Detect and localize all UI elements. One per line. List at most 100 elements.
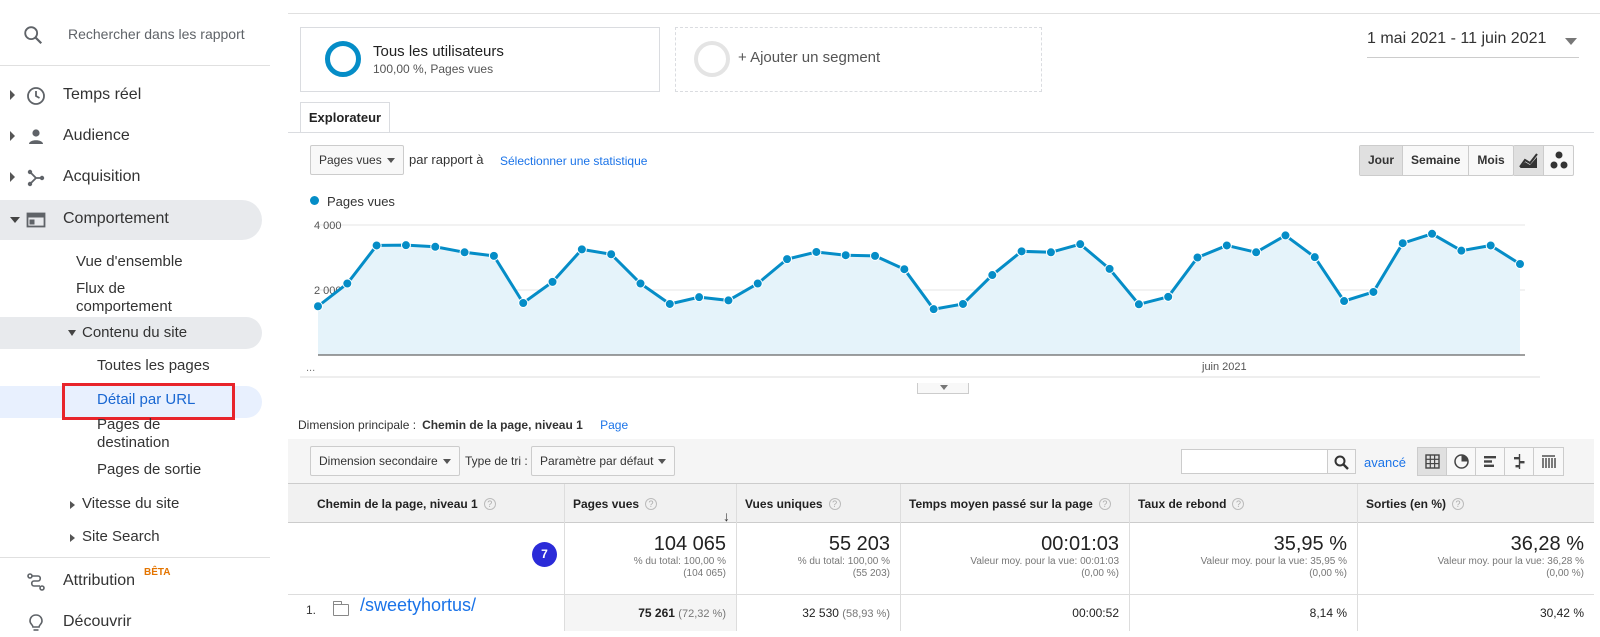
row-path-link[interactable]: /sweetyhortus/ xyxy=(360,595,477,615)
data-point xyxy=(694,292,705,303)
col-header-bounce[interactable]: Taux de rebond? xyxy=(1130,484,1358,524)
advanced-link[interactable]: avancé xyxy=(1364,455,1406,470)
data-point xyxy=(957,298,968,309)
sidebar-item-behavior[interactable]: Comportement xyxy=(0,200,262,240)
row-path-cell xyxy=(288,595,565,631)
data-point xyxy=(1456,245,1467,256)
dimension-page-link[interactable]: Page xyxy=(600,418,629,432)
sidebar-item-label: Comportement xyxy=(63,210,169,227)
sidebar-item-audience[interactable]: Audience xyxy=(0,117,262,157)
pie-view-button[interactable] xyxy=(1447,448,1476,475)
data-point xyxy=(928,304,939,315)
sidebar-subitem-all-pages[interactable]: Toutes les pages xyxy=(97,357,210,374)
sidebar-subitem-url-detail[interactable]: Détail par URL xyxy=(97,391,196,408)
sidebar-item-acquisition[interactable]: Acquisition xyxy=(0,158,262,198)
sidebar-subitem-site-speed[interactable]: Vitesse du site xyxy=(82,495,180,512)
metric-select-value: Pages vues xyxy=(319,153,382,167)
line-chart-button[interactable] xyxy=(1514,146,1544,175)
date-range-picker[interactable]: 1 mai 2021 - 11 juin 2021 xyxy=(1367,30,1579,58)
tab-explorer[interactable]: Explorateur xyxy=(300,102,390,133)
month-button[interactable]: Mois xyxy=(1477,153,1505,167)
data-point xyxy=(752,278,763,289)
sort-type-select[interactable]: Paramètre par défaut xyxy=(531,446,675,476)
data-point xyxy=(342,278,353,289)
help-icon[interactable]: ? xyxy=(828,498,841,510)
col-header-unique[interactable]: Vues uniques? xyxy=(737,484,901,524)
sidebar-subitem-overview[interactable]: Vue d'ensemble xyxy=(76,253,183,270)
select-stat-link[interactable]: Sélectionner une statistique xyxy=(500,154,648,168)
help-icon[interactable]: ? xyxy=(1452,498,1465,510)
table-search-button[interactable] xyxy=(1328,449,1356,474)
sidebar-item-label: Audience xyxy=(63,127,130,144)
sidebar-search[interactable]: Rechercher dans les rapport xyxy=(0,0,270,66)
behavior-icon xyxy=(26,212,46,228)
secondary-dimension-select[interactable]: Dimension secondaire xyxy=(310,446,460,476)
expand-arrow-icon xyxy=(10,131,15,141)
performance-view-button[interactable] xyxy=(1476,448,1505,475)
sidebar-subitem-landing-line2[interactable]: destination xyxy=(97,434,170,451)
sidebar-item-realtime[interactable]: Temps réel xyxy=(0,76,262,116)
segment-title: Tous les utilisateurs xyxy=(373,43,504,60)
data-point xyxy=(664,298,675,309)
sidebar-subitem-site-content[interactable]: Contenu du site xyxy=(82,324,188,341)
help-icon[interactable]: ? xyxy=(1232,498,1245,510)
totals-row: 104 065% du total: 100,00 % (104 065) 55 … xyxy=(288,523,1594,595)
data-point xyxy=(1016,246,1027,257)
motion-chart-button[interactable] xyxy=(1544,146,1574,175)
beta-badge: BÊTA xyxy=(144,567,171,578)
data-point xyxy=(635,278,646,289)
primary-dimension-value[interactable]: Chemin de la page, niveau 1 xyxy=(422,418,583,432)
table-header: Chemin de la page, niveau 1? Pages vues?… xyxy=(288,483,1594,524)
day-button[interactable]: Jour xyxy=(1360,146,1404,175)
sidebar-subitem-flow-line1[interactable]: Flux de xyxy=(76,280,126,297)
sidebar-item-attribution[interactable]: Attribution xyxy=(0,562,262,602)
col-header-exit[interactable]: Sorties (en %)? xyxy=(1358,484,1594,524)
x-tick-label: juin 2021 xyxy=(1201,361,1247,373)
data-point xyxy=(840,250,851,261)
red-annotation-box xyxy=(62,383,235,420)
add-segment-button[interactable]: + Ajouter un segment xyxy=(675,27,1042,92)
bar-list-icon xyxy=(1484,456,1496,467)
sidebar-item-label: Temps réel xyxy=(63,86,142,103)
sidebar-subitem-site-search[interactable]: Site Search xyxy=(82,528,160,545)
search-icon xyxy=(1334,455,1349,470)
sidebar-subitem-flow-line2[interactable]: comportement xyxy=(76,298,172,315)
folder-icon[interactable] xyxy=(333,601,349,616)
sidebar-subitem-landing-line1[interactable]: Pages de xyxy=(97,416,161,433)
table-view-button[interactable] xyxy=(1418,448,1447,475)
tab-divider xyxy=(288,132,1594,133)
col-header-pageviews[interactable]: Pages vues? ↓ xyxy=(565,484,737,524)
lightbulb-icon xyxy=(29,614,43,631)
data-point xyxy=(1192,252,1203,263)
sidebar-subitem-exit-pages[interactable]: Pages de sortie xyxy=(97,461,202,478)
comparison-view-button[interactable] xyxy=(1505,448,1534,475)
data-point xyxy=(1427,228,1438,239)
top-divider xyxy=(288,0,1600,14)
row-exit: 30,42 % xyxy=(1539,606,1584,620)
sort-type-value: Paramètre par défaut xyxy=(540,454,654,468)
col-header-path[interactable]: Chemin de la page, niveau 1? xyxy=(288,484,565,524)
chart-expand-handle[interactable] xyxy=(917,383,969,394)
row-number: 1. xyxy=(306,603,317,617)
chart-area xyxy=(318,233,1520,355)
segment-all-users[interactable]: Tous les utilisateurs 100,00 %, Pages vu… xyxy=(300,27,660,92)
help-icon[interactable]: ? xyxy=(1098,498,1111,510)
data-point xyxy=(723,295,734,306)
url-detail-highlight xyxy=(0,386,262,418)
totals-exit: 36,28 % Valeur moy. pour la vue: 36,28 %(… xyxy=(1437,533,1584,579)
data-point xyxy=(1309,252,1320,263)
legend-dot xyxy=(310,196,319,205)
data-point xyxy=(1221,240,1232,251)
week-button[interactable]: Semaine xyxy=(1403,146,1470,175)
data-point xyxy=(1397,238,1408,249)
dropdown-caret-icon xyxy=(387,158,395,163)
empty-segment-ring-icon xyxy=(694,41,730,77)
help-icon[interactable]: ? xyxy=(483,498,496,510)
metric-select[interactable]: Pages vues xyxy=(310,145,404,175)
line-chart-icon xyxy=(1519,153,1538,168)
pivot-view-button[interactable] xyxy=(1534,448,1563,475)
col-header-avg-time[interactable]: Temps moyen passé sur la page? xyxy=(901,484,1130,524)
sidebar-item-discover[interactable]: Découvrir xyxy=(0,603,262,637)
help-icon[interactable]: ? xyxy=(645,498,658,510)
table-search-input[interactable] xyxy=(1181,449,1328,474)
